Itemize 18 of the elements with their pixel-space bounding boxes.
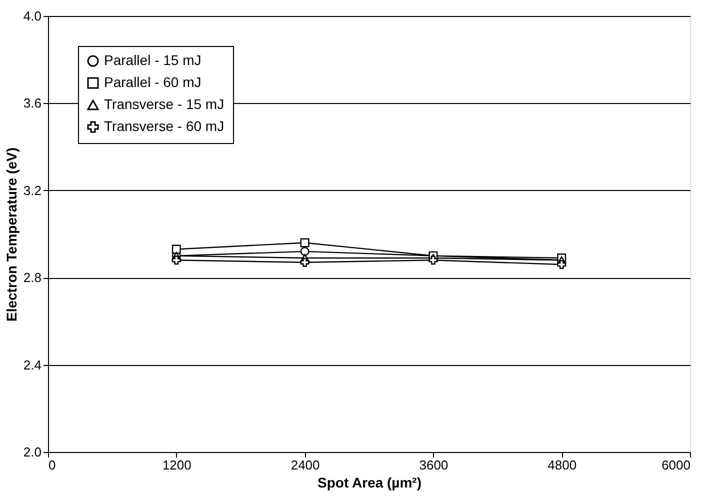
y-tick-label: 2.0 — [23, 444, 42, 460]
x-tick-label: 3600 — [419, 458, 448, 472]
legend-label: Parallel - 60 mJ — [104, 74, 202, 90]
y-tick-label: 3.6 — [23, 96, 42, 111]
y-tick-label: 3.2 — [23, 182, 42, 198]
y-axis-title: Electron Temperature (eV) — [3, 147, 20, 322]
x-tick-label: 0 — [48, 458, 56, 472]
legend-label: Parallel - 15 mJ — [104, 52, 202, 68]
x-tick-label: 6000 — [662, 458, 690, 472]
legend-label: Transverse - 60 mJ — [104, 118, 224, 134]
legend-label: Transverse - 15 mJ — [104, 96, 224, 112]
x-tick-label: 1200 — [162, 458, 192, 472]
y-tick-label: 4.0 — [23, 8, 42, 24]
y-tick-label: 2.4 — [23, 357, 42, 372]
x-axis-title: Spot Area (µm²) — [318, 474, 422, 490]
y-tick-label: 2.8 — [23, 270, 42, 286]
x-tick-label: 4800 — [548, 458, 577, 472]
x-tick-label: 2400 — [290, 458, 320, 472]
